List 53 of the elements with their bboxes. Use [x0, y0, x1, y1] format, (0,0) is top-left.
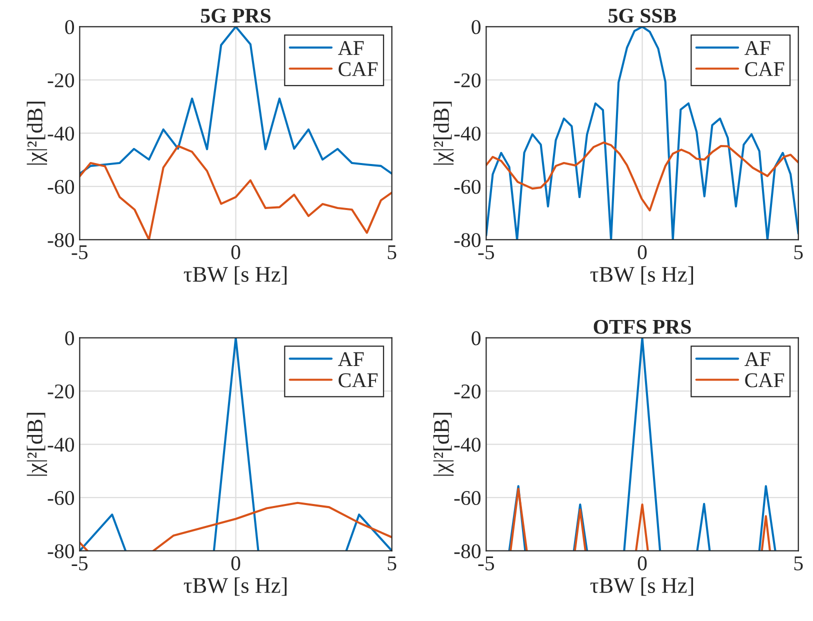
x-axis-title: τBW [s Hz] [590, 577, 694, 596]
legend-label: AF [744, 352, 770, 366]
x-tick-label: 0 [638, 245, 647, 260]
chart-title: OTFS PRS [594, 320, 691, 334]
x-tick-label: 0 [638, 556, 647, 570]
line-series [486, 26, 798, 240]
y-tick-label: -80 [48, 544, 74, 558]
chart-title: 5G SSB [608, 8, 676, 23]
y-tick-label: 0 [65, 20, 74, 34]
legend-label: CAF [745, 373, 784, 388]
y-tick-label: -40 [48, 126, 74, 141]
y-axis-title: |χ|²[dB] [26, 412, 48, 476]
legend-label: AF [338, 352, 364, 366]
y-tick-label: -60 [454, 490, 481, 506]
legend-label: CAF [338, 373, 378, 388]
y-tick-label: -40 [454, 438, 481, 452]
legend-label: CAF [745, 62, 784, 76]
line-series [486, 141, 798, 212]
x-tick-label: 0 [231, 556, 240, 570]
x-tick-label: -5 [72, 556, 88, 570]
y-tick-label: -20 [48, 384, 74, 399]
y-tick-label: -80 [48, 233, 74, 248]
legend-label: CAF [338, 62, 378, 76]
y-tick-label: -40 [454, 126, 481, 141]
x-tick-label: 5 [794, 245, 803, 260]
y-tick-label: 0 [472, 331, 481, 346]
x-tick-label: 5 [388, 556, 396, 570]
y-tick-label: -20 [48, 73, 74, 88]
y-axis-title: |χ|²[dB] [433, 412, 454, 476]
x-tick-label: -5 [478, 245, 494, 260]
y-tick-label: -60 [48, 490, 74, 506]
legend-label: AF [744, 41, 770, 55]
y-tick-label: -80 [454, 544, 481, 558]
y-tick-label: -20 [454, 73, 481, 88]
y-tick-label: -60 [454, 180, 481, 194]
y-axis-title: |χ|²[dB] [26, 102, 48, 165]
x-tick-label: -5 [72, 245, 88, 260]
y-axis-title: |χ|²[dB] [433, 102, 454, 165]
chart-title: 5G PRS [201, 8, 270, 23]
x-tick-label: -5 [478, 556, 494, 570]
legend-label: AF [338, 41, 364, 55]
x-axis-title: τBW [s Hz] [184, 266, 287, 285]
y-tick-label: 0 [472, 20, 481, 34]
y-tick-label: -80 [454, 233, 481, 248]
x-tick-label: 0 [231, 245, 240, 260]
x-tick-label: 5 [794, 556, 803, 570]
y-tick-label: -60 [48, 180, 74, 194]
y-tick-label: -20 [454, 384, 481, 399]
y-tick-label: 0 [65, 331, 74, 346]
y-tick-label: -40 [48, 438, 74, 452]
x-axis-title: τBW [s Hz] [184, 577, 287, 596]
x-axis-title: τBW [s Hz] [590, 266, 694, 285]
x-tick-label: 5 [388, 245, 396, 260]
